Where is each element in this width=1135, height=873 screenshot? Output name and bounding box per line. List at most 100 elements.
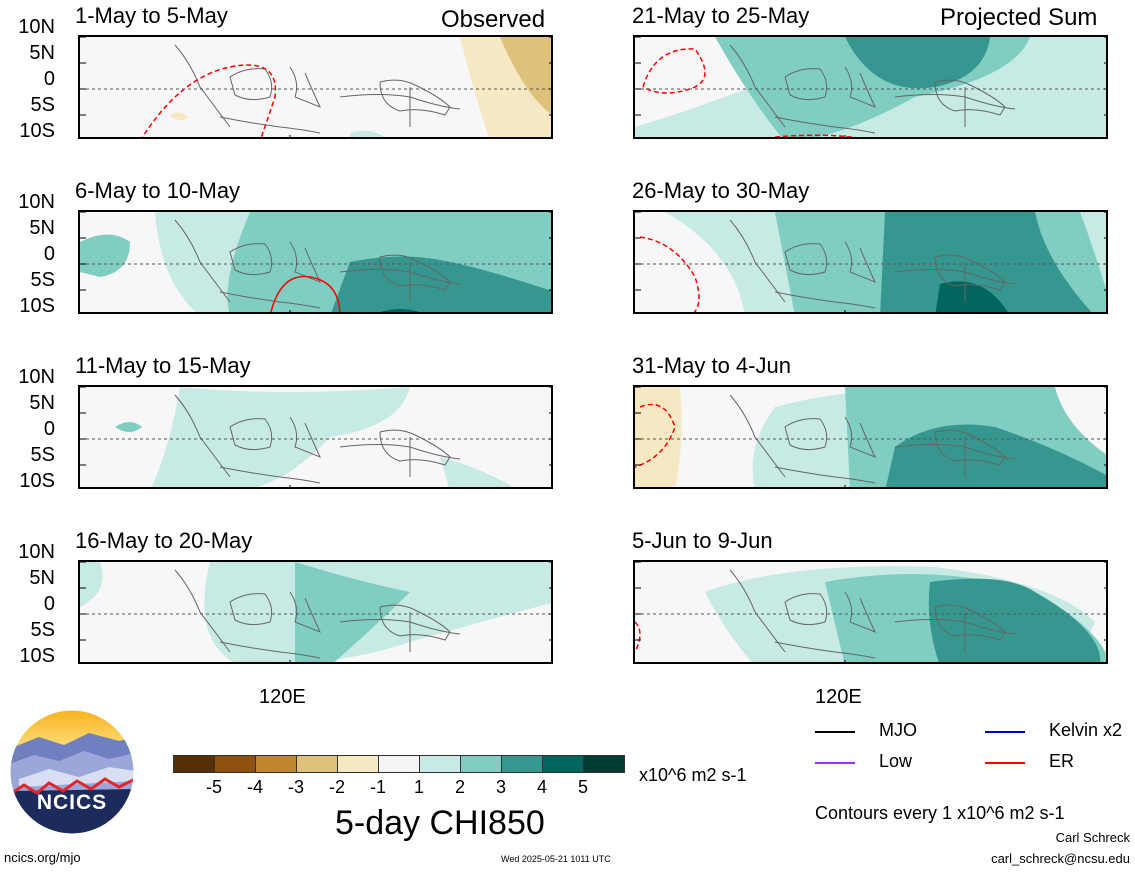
lat-tick-label: 5N	[29, 217, 55, 239]
colorbar-swatch	[583, 755, 625, 773]
lat-tick-label: 10N	[18, 541, 55, 563]
coastline	[934, 429, 1006, 466]
colorbar-swatch	[501, 755, 543, 773]
coastline	[729, 394, 786, 478]
panel-title: 31-May to 4-Jun	[632, 353, 791, 378]
coastline	[934, 604, 1006, 641]
coastline	[379, 604, 451, 641]
coastline	[379, 79, 451, 116]
lat-tick-label: 5S	[30, 94, 55, 116]
map-panel	[633, 35, 1108, 139]
coastline	[229, 243, 273, 276]
coastline	[379, 429, 451, 466]
chi-fill-region	[928, 578, 1101, 662]
chi-fill-region	[440, 457, 514, 487]
colorbar-tick-label: -5	[205, 777, 222, 797]
coastline	[934, 79, 1006, 116]
legend-line	[815, 762, 855, 764]
lat-tick-label: 10S	[19, 120, 55, 142]
logo-text: NCICS	[36, 791, 108, 814]
coastline	[729, 569, 786, 653]
author: Carl Schreck	[1055, 830, 1130, 845]
coastline	[339, 94, 461, 110]
er-contour	[639, 236, 700, 312]
coastline	[229, 68, 273, 101]
panel-title: 5-Jun to 9-Jun	[632, 528, 773, 553]
lat-tick-label: 5N	[29, 42, 55, 64]
coastline	[784, 243, 828, 276]
legend-line	[985, 731, 1025, 733]
ncics-logo: NCICS	[9, 709, 135, 835]
chi-fill-region	[80, 562, 103, 607]
coastline	[289, 416, 321, 458]
legend-label: MJO	[879, 720, 917, 740]
lat-tick-label: 5S	[30, 619, 55, 641]
map-panel	[633, 560, 1108, 664]
map-panel	[633, 210, 1108, 314]
er-contour	[141, 64, 277, 137]
chi-fill-region	[635, 387, 682, 487]
coastline	[219, 116, 321, 134]
colorbar-title: 5-day CHI850	[335, 804, 545, 842]
panel-title: 26-May to 30-May	[632, 178, 810, 203]
er-contour	[774, 134, 857, 137]
coastline	[174, 219, 231, 303]
chi-fill-region	[151, 387, 410, 487]
lat-tick-label: 0	[43, 418, 55, 440]
lat-tick-label: 0	[43, 68, 55, 90]
coastline	[174, 394, 231, 478]
map-panel	[78, 210, 553, 314]
lon-label-right: 120E	[815, 686, 862, 708]
lat-tick-label: 10S	[19, 645, 55, 667]
chi-fill-region	[115, 422, 142, 432]
chi-fill-region	[170, 112, 188, 121]
colorbar-tick-label: 5	[577, 777, 588, 797]
lat-tick-label: 5S	[30, 444, 55, 466]
coastline	[289, 591, 321, 633]
legend-line	[985, 762, 1025, 764]
timestamp: Wed 2025-05-21 1011 UTC	[501, 854, 611, 864]
panel-title: 11-May to 15-May	[75, 353, 251, 378]
colorbar-swatch	[255, 755, 297, 773]
chi-fill-region	[295, 562, 410, 662]
chi-fill-region	[935, 281, 1008, 312]
coastline	[174, 44, 231, 128]
er-contour	[635, 621, 641, 653]
coastline	[174, 569, 231, 653]
coastline	[219, 641, 321, 659]
er-contour	[270, 275, 341, 312]
chi-fill-region	[500, 37, 551, 115]
coastline	[289, 66, 321, 108]
chi-fill-region	[845, 37, 990, 89]
coastline	[219, 466, 321, 484]
lat-tick-label: 5S	[30, 269, 55, 291]
map-panel	[78, 560, 553, 664]
coastline	[784, 418, 828, 451]
legend-label: Kelvin x2	[1049, 720, 1123, 740]
colorbar-tick-label: -2	[328, 777, 345, 797]
colorbar-tick-label: 1	[413, 777, 424, 797]
panel-title: 1-May to 5-May	[75, 3, 228, 28]
coastline	[379, 254, 451, 291]
colorbar-units: x10^6 m2 s-1	[639, 765, 747, 785]
legend-line	[815, 731, 855, 733]
map-panel	[78, 35, 553, 139]
colorbar-tick-label: 3	[495, 777, 506, 797]
chi-fill-region	[380, 309, 420, 312]
colorbar-swatch	[542, 755, 584, 773]
colorbar-swatch	[460, 755, 502, 773]
coastline	[784, 593, 828, 626]
lat-tick-label: 5N	[29, 392, 55, 414]
coastline	[219, 291, 321, 309]
coastline	[844, 591, 876, 633]
coastline	[774, 116, 876, 134]
colorbar-swatch	[337, 755, 379, 773]
coastline	[729, 44, 786, 128]
coastline	[844, 416, 876, 458]
lat-tick-label: 0	[43, 593, 55, 615]
chi-fill-region	[80, 234, 130, 277]
email: carl_schreck@ncsu.edu	[991, 851, 1130, 866]
coastline	[934, 254, 1006, 291]
lat-tick-label: 10S	[19, 470, 55, 492]
lat-tick-label: 5N	[29, 567, 55, 589]
